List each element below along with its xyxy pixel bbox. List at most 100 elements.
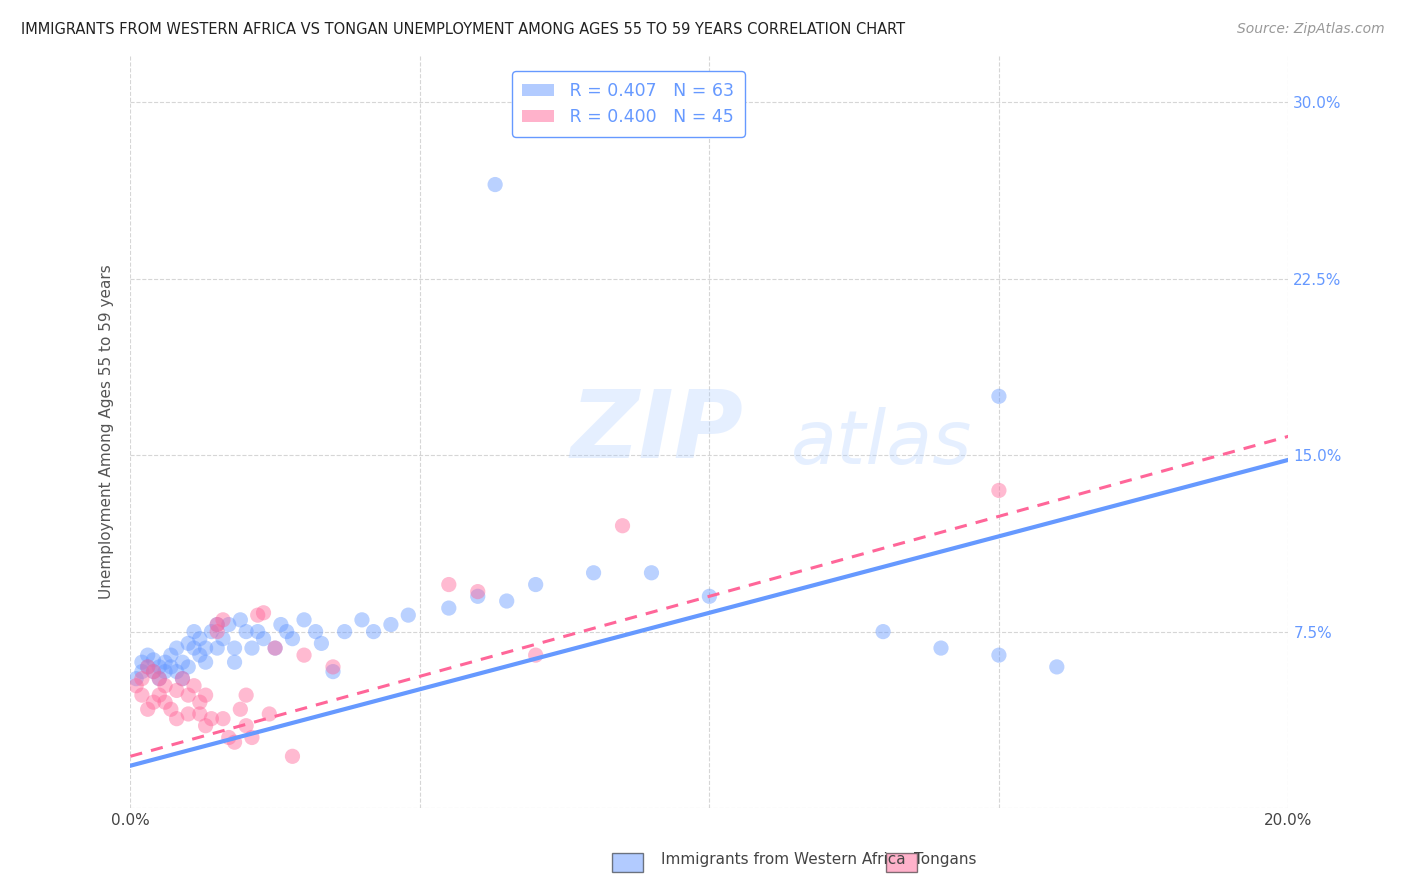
Point [484,178,506,192]
Point [166,683,188,698]
Point [172,672,194,686]
Point [131,672,153,686]
Point [582,566,605,580]
Point [148,660,170,674]
Point [229,702,252,716]
Legend:  R = 0.407   N = 63,  R = 0.400   N = 45: R = 0.407 N = 63, R = 0.400 N = 45 [512,71,745,136]
Point [212,613,235,627]
Point [160,660,183,674]
Point [987,648,1010,662]
Point [194,688,217,702]
Point [264,641,287,656]
Point [142,695,165,709]
Point [148,688,170,702]
Point [172,655,194,669]
Text: atlas: atlas [790,407,972,479]
Point [229,613,252,627]
Point [205,624,228,639]
Point [177,706,200,721]
Point [188,632,211,646]
Point [177,636,200,650]
Point [699,590,721,604]
Point [148,672,170,686]
Point [264,641,287,656]
Text: Immigrants from Western Africa: Immigrants from Western Africa [661,852,905,867]
Point [194,655,217,669]
Point [987,389,1010,403]
Point [166,712,188,726]
Point [252,606,274,620]
Point [276,624,298,639]
Point [153,695,176,709]
Point [929,641,952,656]
Point [205,617,228,632]
Point [153,655,176,669]
Point [148,672,170,686]
Point [131,688,153,702]
Point [640,566,662,580]
Point [172,672,194,686]
Point [235,719,257,733]
Point [259,706,281,721]
Point [437,601,460,615]
Point [136,702,159,716]
Point [467,590,489,604]
Point [125,679,148,693]
Point [322,660,344,674]
Point [235,688,257,702]
Point [1046,660,1069,674]
Point [218,731,240,745]
Point [177,688,200,702]
Text: ZIP: ZIP [571,385,744,477]
Point [304,624,326,639]
Point [322,665,344,679]
Point [160,648,183,662]
Point [437,577,460,591]
Point [183,679,205,693]
Point [495,594,517,608]
Point [125,672,148,686]
Point [153,665,176,679]
Point [166,641,188,656]
Text: Tongans: Tongans [914,852,976,867]
Point [212,712,235,726]
Point [183,641,205,656]
Point [218,617,240,632]
Point [131,665,153,679]
Point [205,617,228,632]
Point [205,641,228,656]
Point [363,624,385,639]
Point [240,731,263,745]
Point [131,655,153,669]
Y-axis label: Unemployment Among Ages 55 to 59 years: Unemployment Among Ages 55 to 59 years [100,264,114,599]
Point [194,719,217,733]
Point [396,608,419,623]
Text: Source: ZipAtlas.com: Source: ZipAtlas.com [1237,22,1385,37]
Point [188,648,211,662]
Point [524,577,547,591]
Point [153,679,176,693]
Point [224,641,246,656]
Point [142,665,165,679]
Point [177,660,200,674]
Point [281,632,304,646]
Point [188,706,211,721]
Point [160,702,183,716]
Point [136,660,159,674]
Point [200,624,222,639]
Point [252,632,274,646]
Point [142,665,165,679]
Point [380,617,402,632]
Text: IMMIGRANTS FROM WESTERN AFRICA VS TONGAN UNEMPLOYMENT AMONG AGES 55 TO 59 YEARS : IMMIGRANTS FROM WESTERN AFRICA VS TONGAN… [21,22,905,37]
Point [212,632,235,646]
Point [235,624,257,639]
Point [136,648,159,662]
Point [524,648,547,662]
Point [224,655,246,669]
Point [350,613,373,627]
Point [987,483,1010,498]
Point [311,636,333,650]
Point [142,653,165,667]
Point [292,648,315,662]
Point [333,624,356,639]
